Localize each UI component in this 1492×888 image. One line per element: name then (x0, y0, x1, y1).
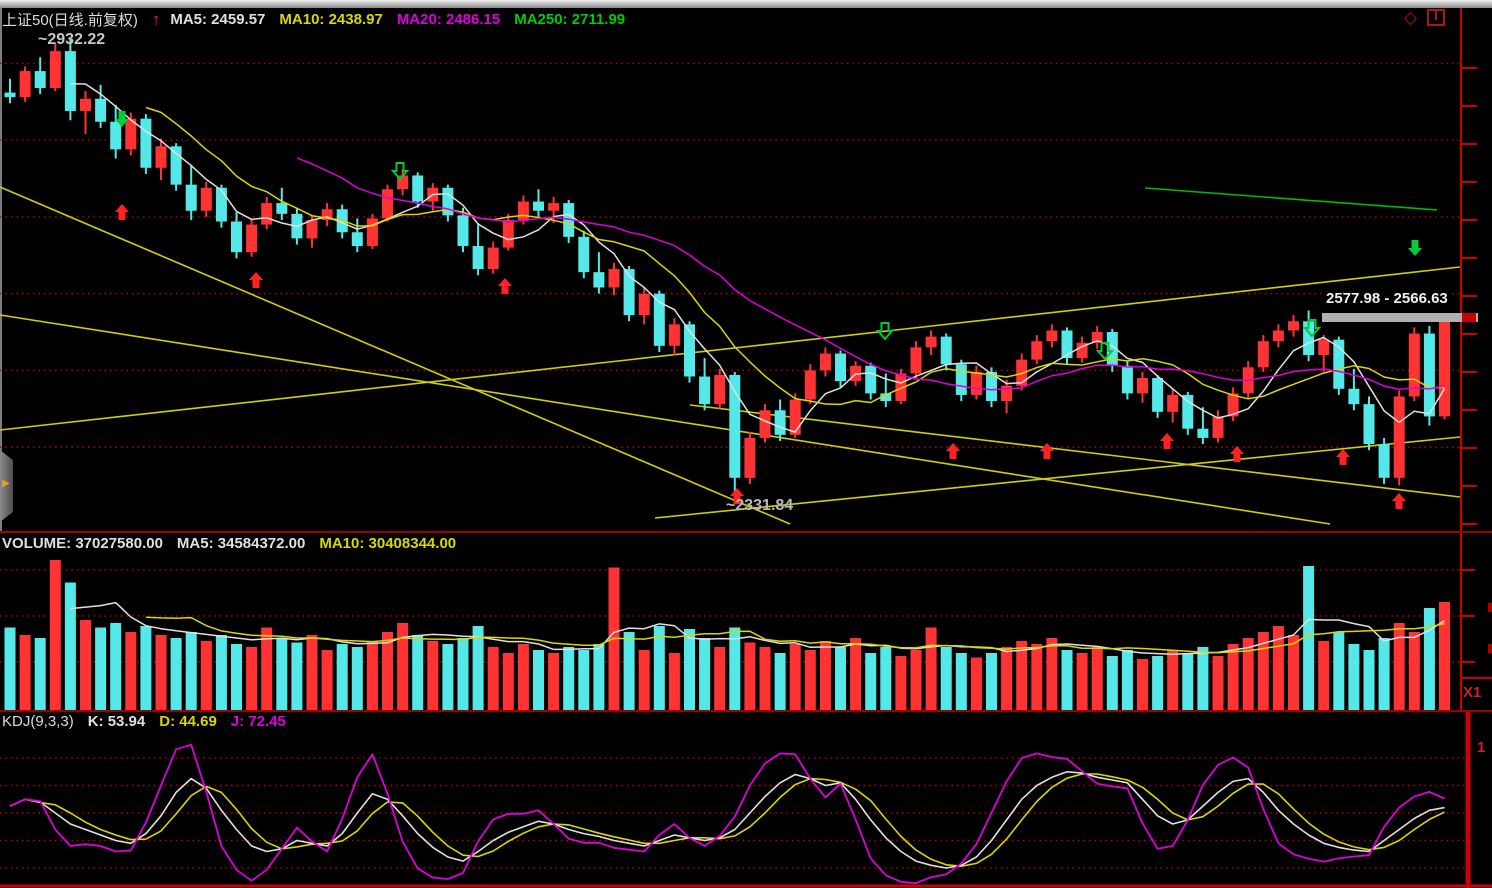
volume-ma5-label: MA5: 34584372.00 (176, 535, 306, 552)
kdj-k-label: K: 53.94 (87, 713, 146, 730)
diamond-icon[interactable]: ◇ (1404, 8, 1418, 27)
trend-up-icon: ↑ (151, 9, 161, 29)
instrument-title[interactable]: 上证50(日线.前复权) (2, 12, 138, 29)
kdj-j-label: J: 72.45 (230, 713, 286, 730)
clipped-axis-digit (1488, 644, 1492, 653)
kdj-indicator-chart[interactable] (0, 712, 1492, 888)
split-window-icon[interactable] (1427, 9, 1446, 26)
main-candlestick-chart[interactable] (0, 8, 1492, 531)
sidebar-expand-handle[interactable]: ▶ (0, 450, 13, 522)
pane-divider-volume-kdj[interactable] (0, 710, 1492, 712)
window-left-edge (0, 8, 2, 532)
kdj-pane-header: KDJ(9,3,3) K: 53.94 D: 44.69 J: 72.45 (2, 713, 286, 730)
low-price-annotation: ~2331.84 (726, 497, 794, 514)
volume-pane-header: VOLUME: 37027580.00 MA5: 34584372.00 MA1… (2, 535, 456, 552)
expand-arrow-icon: ▶ (2, 478, 10, 489)
volume-value-label: VOLUME: 37027580.00 (2, 535, 163, 552)
volume-ma10-label: MA10: 30408344.00 (319, 535, 457, 552)
ma250-label: MA250: 2711.99 (514, 11, 626, 28)
range-price-annotation: 2577.98 - 2566.63 (1324, 290, 1450, 307)
main-pane-header: 上证50(日线.前复权) ↑ MA5: 2459.57 MA10: 2438.9… (2, 9, 625, 30)
high-price-annotation: ~2932.22 (38, 31, 106, 48)
ma5-label: MA5: 2459.57 (170, 11, 266, 28)
volume-bar-chart[interactable] (0, 533, 1492, 711)
current-price-band (1322, 313, 1478, 322)
pane-toolbar: ◇ (1404, 8, 1446, 27)
kdj-d-label: D: 44.69 (159, 713, 217, 730)
clipped-axis-digit (1488, 603, 1492, 612)
current-price-band-tick (1462, 313, 1476, 322)
kdj-axis-label-100: 1 (1477, 739, 1486, 756)
ma20-label: MA20: 2486.15 (396, 11, 501, 28)
window-top-edge (0, 0, 1492, 8)
zoom-scale-label: X1 (1463, 684, 1482, 701)
ma10-label: MA10: 2438.97 (279, 11, 383, 28)
pane-divider-main-volume[interactable] (0, 531, 1492, 533)
kdj-params-label: KDJ(9,3,3) (2, 713, 74, 730)
